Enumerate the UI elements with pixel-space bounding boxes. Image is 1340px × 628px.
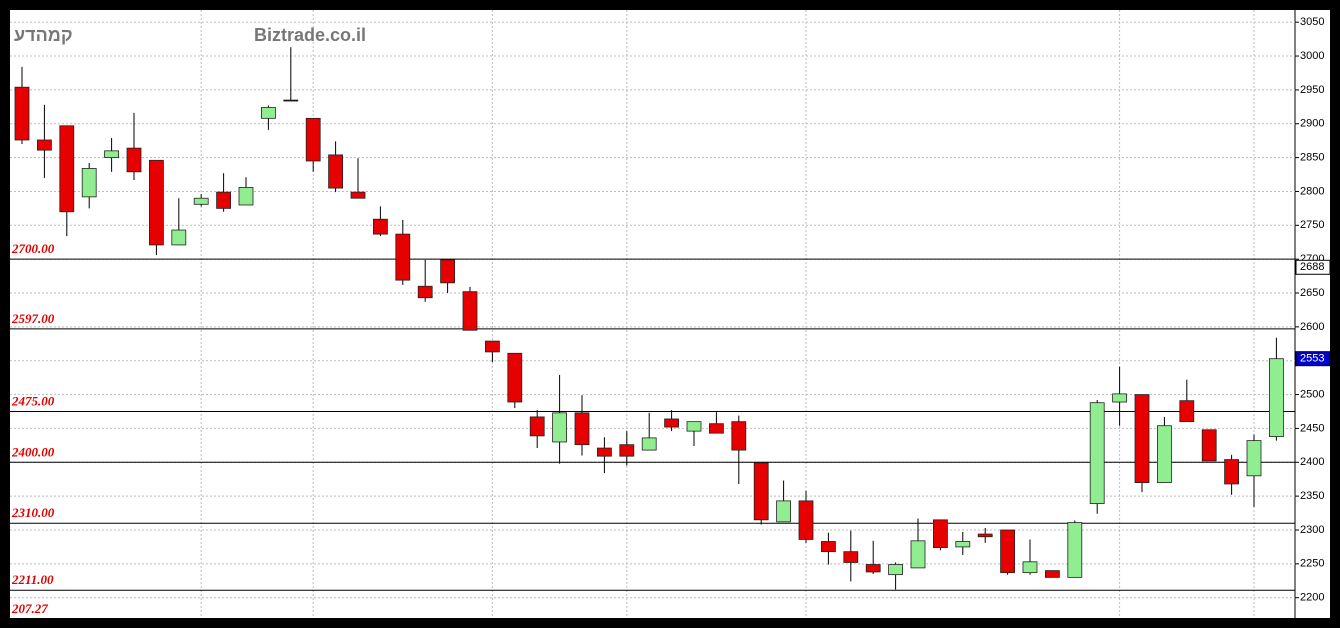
candle-body: [81, 168, 97, 198]
candle-body: [641, 437, 657, 451]
y-tick-label: 3000: [1300, 50, 1324, 62]
candle-body: [1067, 522, 1083, 578]
y-tick-label: 2800: [1300, 185, 1324, 197]
candle-body: [507, 352, 523, 403]
candle-body: [260, 107, 276, 119]
candle-body: [1089, 402, 1105, 504]
candle-body: [709, 423, 724, 434]
level-label: 2597.00: [11, 311, 55, 326]
candle-body: [1022, 561, 1038, 574]
candle-body: [59, 125, 75, 213]
candle-body: [1246, 440, 1262, 477]
candle-body: [955, 541, 971, 548]
y-tick-label: 2850: [1300, 152, 1324, 164]
candle-body: [888, 564, 903, 576]
price-marker-label: 2553: [1300, 353, 1324, 365]
price-marker: [1295, 351, 1331, 367]
candle-body: [798, 500, 814, 540]
level-label: 2211.00: [11, 572, 54, 587]
candle-body: [14, 86, 30, 141]
candle-body: [193, 197, 209, 205]
candle-body: [484, 340, 500, 353]
candle-body: [305, 117, 321, 162]
price-marker: [1295, 259, 1331, 275]
candle-body: [1045, 570, 1060, 578]
candle-body: [686, 421, 702, 432]
candle-body: [126, 147, 142, 173]
candle-body: [171, 229, 187, 246]
candle-body: [1179, 400, 1195, 423]
candle-body: [350, 191, 366, 199]
candle-body: [283, 99, 299, 102]
candles: [14, 47, 1284, 590]
candle-body: [731, 421, 747, 451]
candle-body: [753, 462, 769, 521]
y-tick-label: 2500: [1300, 388, 1324, 400]
y-tick-label: 2250: [1300, 558, 1324, 570]
candle-body: [865, 564, 881, 573]
candle-body: [372, 218, 388, 235]
candle-body: [417, 285, 433, 299]
candle-body: [238, 186, 254, 206]
candle-body: [462, 291, 478, 331]
candle-body: [1224, 459, 1239, 485]
candle-body: [933, 519, 948, 548]
candle-body: [529, 416, 545, 437]
level-label: 2700.00: [11, 241, 55, 256]
candle-body: [1134, 394, 1150, 483]
bottom-label: 207.27: [11, 601, 48, 616]
y-tick-label: 2400: [1300, 456, 1324, 468]
candle-body: [1000, 529, 1015, 574]
y-tick-label: 2350: [1300, 490, 1324, 502]
candle-body: [328, 154, 344, 189]
candle-body: [776, 500, 791, 523]
candle-body: [552, 412, 567, 443]
candle-body: [37, 139, 52, 151]
candle-body: [440, 259, 456, 284]
y-tick-label: 2950: [1300, 84, 1324, 96]
candle-body: [574, 412, 590, 446]
candle-body: [910, 540, 926, 569]
plot-background: [10, 10, 1330, 618]
candle-body: [1269, 358, 1284, 437]
y-tick-label: 2450: [1300, 422, 1324, 434]
candle-body: [395, 233, 411, 281]
y-tick-label: 2750: [1300, 219, 1324, 231]
candle-body: [843, 551, 859, 563]
candle-body: [597, 447, 612, 457]
candle-body: [148, 159, 164, 246]
candle-body: [977, 533, 993, 538]
y-tick-label: 3050: [1300, 16, 1324, 28]
y-tick-label: 2300: [1300, 524, 1324, 536]
candle-body: [104, 150, 119, 158]
level-label: 2310.00: [11, 505, 55, 520]
candle-body: [1157, 425, 1172, 483]
level-label: 2475.00: [11, 393, 55, 408]
y-tick-label: 2200: [1300, 592, 1324, 604]
y-tick-label: 2900: [1300, 118, 1324, 130]
chart-title: קמהדע: [14, 25, 73, 45]
candle-body: [1112, 393, 1127, 403]
watermark: Biztrade.co.il: [254, 25, 366, 45]
price-marker-label: 2688: [1300, 261, 1324, 273]
level-label: 2400.00: [11, 444, 55, 459]
candle-body: [821, 541, 836, 553]
candle-body: [664, 418, 679, 428]
y-tick-label: 2650: [1300, 287, 1324, 299]
candle-body: [619, 444, 635, 457]
candle-body: [1201, 429, 1217, 462]
candle-body: [216, 191, 232, 209]
y-tick-label: 2600: [1300, 321, 1324, 333]
